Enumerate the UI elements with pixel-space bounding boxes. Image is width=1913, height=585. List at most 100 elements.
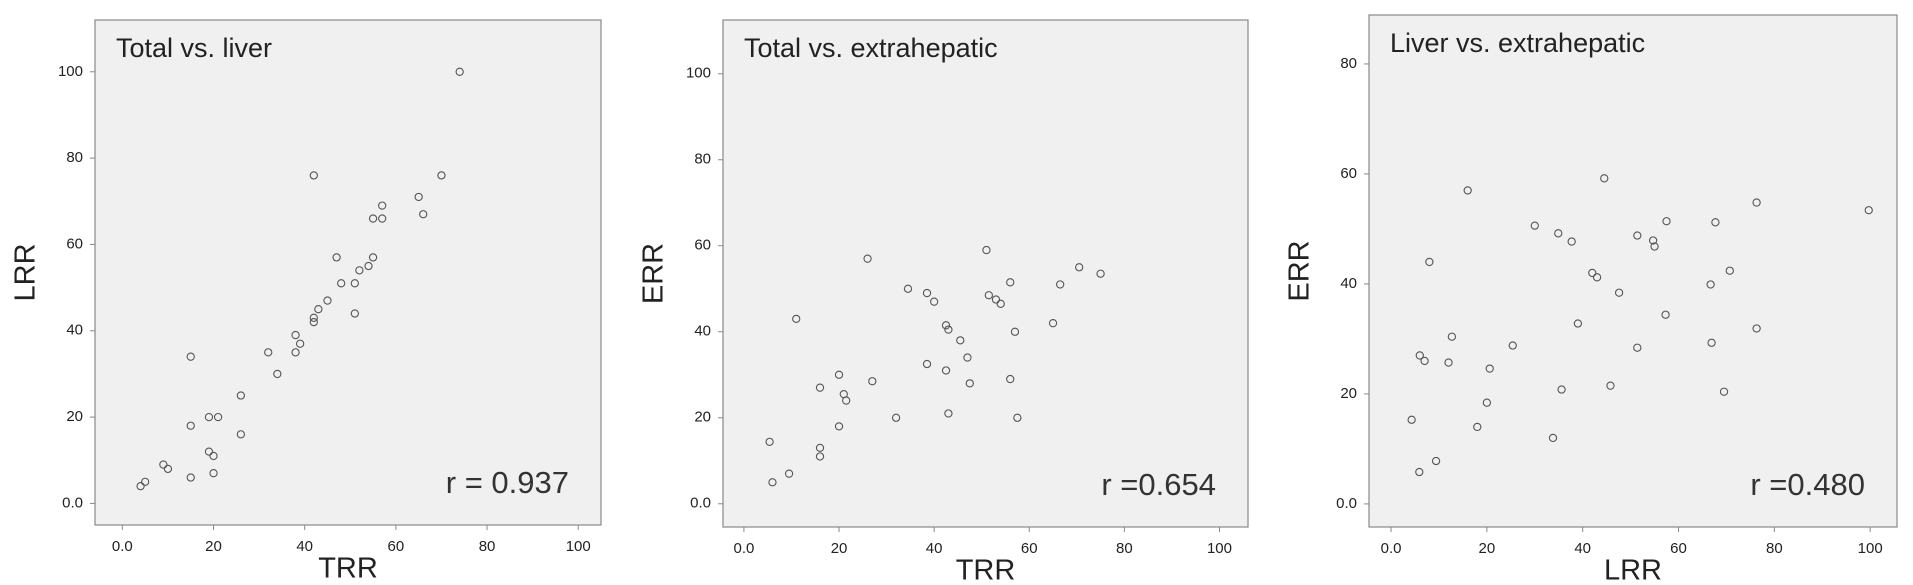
point [1752,324,1761,333]
x-tick-label: 0.0 [1381,540,1402,557]
point [1463,186,1472,195]
point [159,460,168,469]
panel-title: Total vs. liver [116,33,272,63]
plot-area [1368,14,1898,528]
y-tick-label: 20 [1340,385,1357,402]
x-tick-label: 40 [926,540,943,557]
x-axis-label: TRR [318,553,378,585]
x-tick-label: 80 [479,538,496,555]
x-tick-label: 60 [1021,540,1038,557]
point [922,288,932,298]
point [314,305,323,314]
point [903,284,913,293]
point [323,296,332,305]
point [186,352,195,361]
point [792,314,801,324]
point [1648,236,1658,245]
y-tick-label: 100 [58,63,83,80]
point [437,171,446,180]
point [1592,273,1602,282]
point [1447,332,1457,341]
x-axis-label: LRR [1604,555,1662,585]
y-tick-label: 80 [1340,55,1357,72]
point [419,210,428,219]
point [1706,280,1715,289]
point [1554,229,1563,238]
point [1473,422,1482,432]
y-tick-label: 20 [66,408,83,425]
point [309,317,318,327]
point [1661,310,1670,319]
point [364,261,373,271]
point [209,469,218,478]
point [1425,257,1434,267]
point [1864,206,1873,215]
point [1096,269,1105,278]
point [236,430,246,439]
point [291,348,300,357]
point [1415,351,1424,360]
point [378,201,387,210]
point [291,330,300,340]
point [963,353,972,362]
point [378,214,387,223]
point [815,452,825,461]
point [944,409,953,418]
point [1431,456,1441,466]
point [209,451,218,461]
panel-title: Total vs. extrahepatic [744,33,998,63]
x-tick-label: 0.0 [112,538,133,555]
x-tick-label: 80 [1116,540,1133,557]
point [186,473,195,482]
point [204,447,214,456]
point [1048,319,1058,328]
point [1482,398,1492,407]
point [1719,387,1729,396]
point [1600,174,1609,183]
point [1056,280,1065,289]
point [309,313,318,322]
y-tick-label: 40 [66,322,83,339]
x-tick-label: 40 [296,538,313,555]
point [941,366,951,375]
point [136,482,145,491]
x-tick-label: 0.0 [733,540,754,557]
point [1407,415,1416,424]
x-tick-label: 20 [1479,540,1496,557]
x-tick-label: 60 [388,538,405,555]
point [1567,237,1576,246]
y-tick-label: 60 [694,237,711,254]
annotation: r =0.480 [1750,467,1865,502]
point [956,336,965,345]
point [295,339,305,348]
point [1548,433,1558,443]
y-tick-label: 60 [66,235,83,252]
point [350,279,359,288]
x-tick-label: 20 [831,540,848,557]
x-tick-label: 100 [566,538,591,555]
point [1010,327,1020,336]
point [186,421,195,430]
point [1588,268,1597,278]
point [1752,198,1761,207]
x-tick-label: 100 [1858,540,1883,557]
panel-title: Liver vs. extrahepatic [1390,28,1645,58]
point [941,321,951,330]
point [1013,413,1022,422]
point [765,437,774,447]
y-tick-label: 60 [1340,165,1357,182]
point [1633,343,1642,352]
point [868,377,877,386]
point [140,477,150,486]
y-tick-label: 0.0 [1336,495,1357,512]
point [891,413,901,422]
point [1444,358,1453,367]
point [1573,319,1583,328]
x-tick-label: 80 [1766,540,1783,557]
point [1614,288,1624,297]
point [1725,266,1734,275]
point [368,253,378,262]
point [922,359,932,369]
y-tick-label: 80 [66,149,83,166]
